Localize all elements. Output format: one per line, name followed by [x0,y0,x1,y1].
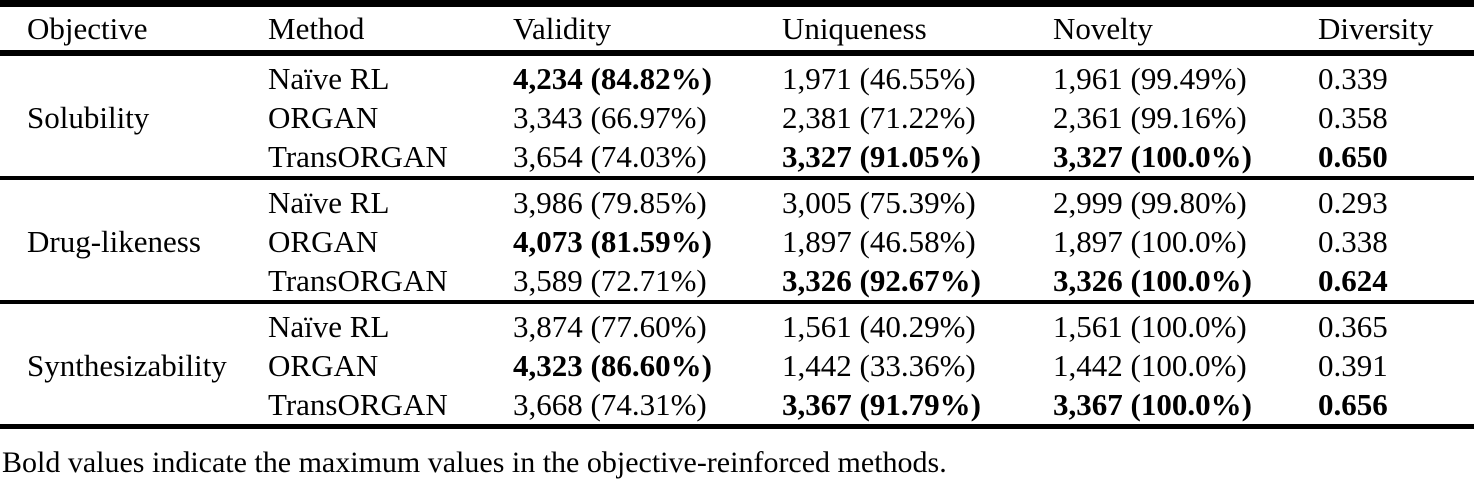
validity-cell: 3,874 (77.60%) [513,309,707,344]
uniqueness-cell: 3,005 (75.39%) [782,185,976,220]
uniqueness-cell: 1,897 (46.58%) [782,224,976,259]
table-footnote: Bold values indicate the maximum values … [2,446,947,479]
novelty-cell: 3,367 (100.0%) [1053,387,1252,422]
novelty-cell: 2,999 (99.80%) [1053,185,1247,220]
diversity-cell: 0.338 [1318,224,1388,259]
diversity-cell: 0.339 [1318,61,1388,96]
uniqueness-cell: 1,561 (40.29%) [782,309,976,344]
method-cell: TransORGAN [268,263,448,298]
table-row: Synthesizability Naïve RL 3,874 (77.60%)… [0,302,1474,383]
novelty-cell: 1,961 (99.49%) [1053,61,1247,96]
table-header: Objective Method Validity Uniqueness Nov… [0,3,1474,56]
table-row: Drug-likeness Naïve RL 3,986 (79.85%) 3,… [0,178,1474,259]
method-cell: TransORGAN [268,387,448,422]
header-row: Objective Method Validity Uniqueness Nov… [0,3,1474,56]
results-table: Objective Method Validity Uniqueness Nov… [0,0,1474,429]
method-cell: ORGAN [268,100,379,135]
method-cell: Naïve RL [268,61,390,96]
novelty-cell: 1,442 (100.0%) [1053,348,1247,383]
diversity-cell: 0.656 [1318,387,1388,422]
method-cell: Naïve RL [268,185,390,220]
method-cell: ORGAN [268,348,379,383]
uniqueness-cell: 1,442 (33.36%) [782,348,976,383]
validity-cell: 4,323 (86.60%) [513,348,712,383]
validity-cell: 4,234 (84.82%) [513,61,712,96]
diversity-cell: 0.391 [1318,348,1388,383]
validity-cell: 3,343 (66.97%) [513,100,707,135]
diversity-cell: 0.624 [1318,263,1388,298]
column-header-objective: Objective [0,3,268,56]
validity-cell: 4,073 (81.59%) [513,224,712,259]
novelty-cell: 1,897 (100.0%) [1053,224,1247,259]
uniqueness-cell: 3,327 (91.05%) [782,139,981,174]
validity-cell: 3,654 (74.03%) [513,139,707,174]
novelty-cell: 1,561 (100.0%) [1053,309,1247,344]
uniqueness-cell: 3,367 (91.79%) [782,387,981,422]
diversity-cell: 0.650 [1318,139,1388,174]
table-row: TransORGAN 3,654 (74.03%) 3,327 (91.05%)… [0,137,1474,178]
novelty-cell: 3,326 (100.0%) [1053,263,1252,298]
column-header-validity: Validity [513,3,782,56]
objective-group-synthesizability: Synthesizability Naïve RL 3,874 (77.60%)… [0,302,1474,427]
validity-cell: 3,986 (79.85%) [513,185,707,220]
novelty-cell: 2,361 (99.16%) [1053,100,1247,135]
diversity-cell: 0.365 [1318,309,1388,344]
method-cell: Naïve RL [268,309,390,344]
table-row: Solubility Naïve RL 4,234 (84.82%) 1,971… [0,53,1474,135]
diversity-cell: 0.293 [1318,185,1388,220]
method-cell: TransORGAN [268,139,448,174]
validity-cell: 3,668 (74.31%) [513,387,707,422]
objective-cell: Solubility [27,100,150,135]
uniqueness-cell: 1,971 (46.55%) [782,61,976,96]
column-header-diversity: Diversity [1318,3,1474,56]
method-cell: ORGAN [268,224,379,259]
objective-group-drug-likeness: Drug-likeness Naïve RL 3,986 (79.85%) 3,… [0,178,1474,302]
objective-cell: Synthesizability [27,348,227,383]
uniqueness-cell: 2,381 (71.22%) [782,100,976,135]
table-row: ORGAN 3,343 (66.97%) 2,381 (71.22%) 2,36… [0,98,1474,137]
table-row: TransORGAN 3,589 (72.71%) 3,326 (92.67%)… [0,261,1474,302]
table-row: ORGAN 4,323 (86.60%) 1,442 (33.36%) 1,44… [0,346,1474,385]
uniqueness-cell: 3,326 (92.67%) [782,263,981,298]
objective-group-solubility: Solubility Naïve RL 4,234 (84.82%) 1,971… [0,53,1474,178]
diversity-cell: 0.358 [1318,100,1388,135]
column-header-method: Method [268,3,513,56]
validity-cell: 3,589 (72.71%) [513,263,707,298]
column-header-novelty: Novelty [1053,3,1318,56]
table-row: TransORGAN 3,668 (74.31%) 3,367 (91.79%)… [0,385,1474,427]
novelty-cell: 3,327 (100.0%) [1053,139,1252,174]
objective-cell: Drug-likeness [27,224,201,259]
table-row: ORGAN 4,073 (81.59%) 1,897 (46.58%) 1,89… [0,222,1474,261]
column-header-uniqueness: Uniqueness [782,3,1053,56]
